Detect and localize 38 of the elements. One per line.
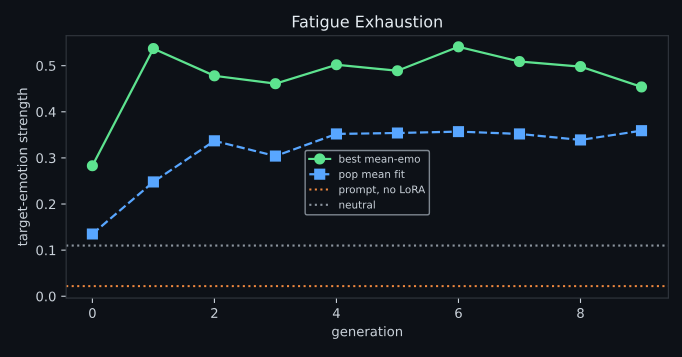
x-tick-label: 8	[577, 308, 584, 318]
point	[452, 126, 464, 138]
point	[270, 78, 281, 90]
point	[148, 43, 159, 54]
y-tick-label: 0.3	[36, 153, 56, 164]
y-tick-label: 0.1	[36, 245, 56, 256]
point	[330, 59, 342, 70]
point	[574, 134, 586, 146]
legend-label: prompt, no LoRA	[339, 186, 426, 196]
x-axis-title: generation	[332, 326, 402, 339]
point	[86, 160, 98, 172]
point	[270, 150, 281, 162]
x-tick-label: 6	[455, 308, 462, 318]
x-tick-label: 2	[211, 308, 218, 318]
y-tick-label: 0.0	[36, 291, 56, 302]
y-tick-label: 0.2	[36, 199, 56, 210]
point	[86, 228, 98, 240]
chart-title: Fatigue Exhaustion	[292, 15, 442, 31]
y-tick-label: 0.4	[36, 107, 56, 117]
point	[636, 81, 648, 92]
point	[148, 176, 159, 188]
point	[330, 128, 342, 140]
legend-label: neutral	[339, 200, 375, 209]
point	[452, 41, 464, 52]
point	[574, 61, 586, 72]
point	[514, 128, 526, 140]
point	[392, 127, 404, 139]
y-tick-label: 0.5	[36, 60, 56, 71]
point	[208, 70, 220, 82]
x-tick-label: 0	[89, 308, 96, 318]
point	[208, 135, 220, 146]
x-tick-label: 4	[332, 308, 340, 318]
point	[514, 56, 526, 68]
legend-label: best mean-emo	[339, 154, 420, 163]
point	[392, 65, 404, 76]
y-axis-title: target-emotion strength	[17, 88, 30, 246]
point	[636, 125, 648, 136]
legend-label: pop mean fit	[339, 170, 405, 180]
